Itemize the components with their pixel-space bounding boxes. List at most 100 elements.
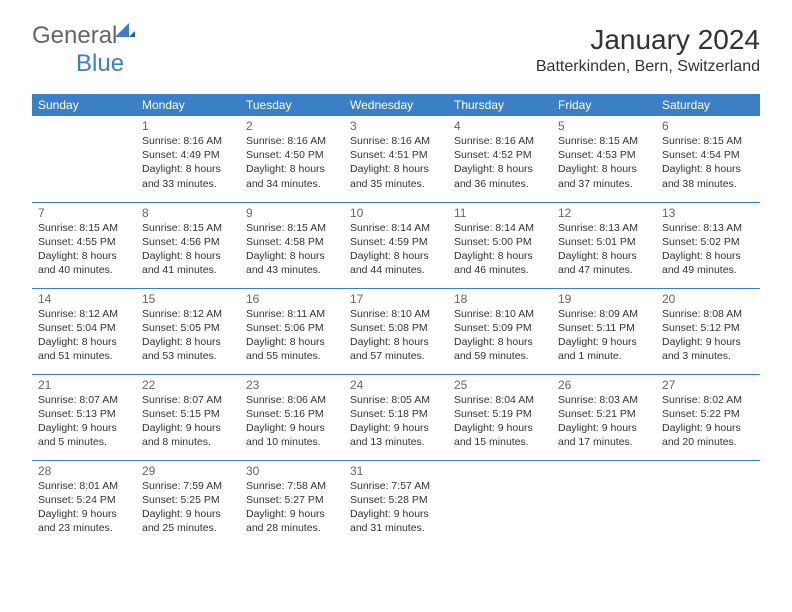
day-number: 16 (246, 292, 338, 306)
sunset-text: Sunset: 4:51 PM (350, 148, 442, 162)
weekday-header: Wednesday (344, 94, 448, 116)
day-info: Sunrise: 8:04 AMSunset: 5:19 PMDaylight:… (454, 393, 546, 450)
day-number: 13 (662, 206, 754, 220)
day-number: 27 (662, 378, 754, 392)
day-info: Sunrise: 8:13 AMSunset: 5:02 PMDaylight:… (662, 221, 754, 278)
sunset-text: Sunset: 5:04 PM (38, 321, 130, 335)
daylight-text: Daylight: 8 hours and 51 minutes. (38, 335, 130, 363)
day-number: 22 (142, 378, 234, 392)
day-number: 29 (142, 464, 234, 478)
daylight-text: Daylight: 8 hours and 47 minutes. (558, 249, 650, 277)
sunrise-text: Sunrise: 8:15 AM (246, 221, 338, 235)
daylight-text: Daylight: 9 hours and 1 minute. (558, 335, 650, 363)
calendar-week-row: 1Sunrise: 8:16 AMSunset: 4:49 PMDaylight… (32, 116, 760, 202)
weekday-header: Friday (552, 94, 656, 116)
day-number: 15 (142, 292, 234, 306)
sunset-text: Sunset: 4:59 PM (350, 235, 442, 249)
sunset-text: Sunset: 5:01 PM (558, 235, 650, 249)
day-info: Sunrise: 8:08 AMSunset: 5:12 PMDaylight:… (662, 307, 754, 364)
day-info: Sunrise: 8:12 AMSunset: 5:05 PMDaylight:… (142, 307, 234, 364)
sunset-text: Sunset: 5:25 PM (142, 493, 234, 507)
sunrise-text: Sunrise: 7:57 AM (350, 479, 442, 493)
sunrise-text: Sunrise: 8:04 AM (454, 393, 546, 407)
calendar-day-cell: 24Sunrise: 8:05 AMSunset: 5:18 PMDayligh… (344, 374, 448, 460)
sunset-text: Sunset: 5:06 PM (246, 321, 338, 335)
day-info: Sunrise: 8:16 AMSunset: 4:49 PMDaylight:… (142, 134, 234, 191)
day-info: Sunrise: 8:10 AMSunset: 5:09 PMDaylight:… (454, 307, 546, 364)
daylight-text: Daylight: 9 hours and 20 minutes. (662, 421, 754, 449)
calendar-day-cell: 4Sunrise: 8:16 AMSunset: 4:52 PMDaylight… (448, 116, 552, 202)
calendar-day-cell: 20Sunrise: 8:08 AMSunset: 5:12 PMDayligh… (656, 288, 760, 374)
day-info: Sunrise: 8:02 AMSunset: 5:22 PMDaylight:… (662, 393, 754, 450)
daylight-text: Daylight: 9 hours and 17 minutes. (558, 421, 650, 449)
sunrise-text: Sunrise: 8:05 AM (350, 393, 442, 407)
calendar-day-cell (448, 460, 552, 546)
day-number: 1 (142, 119, 234, 133)
day-number: 4 (454, 119, 546, 133)
sunset-text: Sunset: 5:19 PM (454, 407, 546, 421)
calendar-day-cell: 26Sunrise: 8:03 AMSunset: 5:21 PMDayligh… (552, 374, 656, 460)
calendar-day-cell: 15Sunrise: 8:12 AMSunset: 5:05 PMDayligh… (136, 288, 240, 374)
calendar-week-row: 14Sunrise: 8:12 AMSunset: 5:04 PMDayligh… (32, 288, 760, 374)
day-number: 25 (454, 378, 546, 392)
calendar-day-cell: 12Sunrise: 8:13 AMSunset: 5:01 PMDayligh… (552, 202, 656, 288)
calendar-day-cell: 17Sunrise: 8:10 AMSunset: 5:08 PMDayligh… (344, 288, 448, 374)
day-number: 17 (350, 292, 442, 306)
day-number: 30 (246, 464, 338, 478)
daylight-text: Daylight: 9 hours and 28 minutes. (246, 507, 338, 535)
weekday-header: Tuesday (240, 94, 344, 116)
day-info: Sunrise: 8:15 AMSunset: 4:58 PMDaylight:… (246, 221, 338, 278)
sunrise-text: Sunrise: 8:15 AM (142, 221, 234, 235)
calendar-day-cell: 18Sunrise: 8:10 AMSunset: 5:09 PMDayligh… (448, 288, 552, 374)
day-info: Sunrise: 8:15 AMSunset: 4:54 PMDaylight:… (662, 134, 754, 191)
sunrise-text: Sunrise: 8:09 AM (558, 307, 650, 321)
sunrise-text: Sunrise: 8:02 AM (662, 393, 754, 407)
sunset-text: Sunset: 4:52 PM (454, 148, 546, 162)
sunrise-text: Sunrise: 8:15 AM (38, 221, 130, 235)
sunrise-text: Sunrise: 8:12 AM (38, 307, 130, 321)
sunset-text: Sunset: 5:28 PM (350, 493, 442, 507)
daylight-text: Daylight: 8 hours and 53 minutes. (142, 335, 234, 363)
weekday-header: Monday (136, 94, 240, 116)
day-info: Sunrise: 8:14 AMSunset: 5:00 PMDaylight:… (454, 221, 546, 278)
sunset-text: Sunset: 5:00 PM (454, 235, 546, 249)
sunset-text: Sunset: 5:22 PM (662, 407, 754, 421)
sunrise-text: Sunrise: 7:59 AM (142, 479, 234, 493)
calendar-day-cell: 5Sunrise: 8:15 AMSunset: 4:53 PMDaylight… (552, 116, 656, 202)
sunset-text: Sunset: 4:53 PM (558, 148, 650, 162)
sunset-text: Sunset: 4:56 PM (142, 235, 234, 249)
day-info: Sunrise: 8:06 AMSunset: 5:16 PMDaylight:… (246, 393, 338, 450)
month-year: January 2024 (536, 24, 760, 56)
day-info: Sunrise: 7:59 AMSunset: 5:25 PMDaylight:… (142, 479, 234, 536)
day-info: Sunrise: 8:12 AMSunset: 5:04 PMDaylight:… (38, 307, 130, 364)
day-number: 18 (454, 292, 546, 306)
sunrise-text: Sunrise: 8:10 AM (350, 307, 442, 321)
day-info: Sunrise: 7:57 AMSunset: 5:28 PMDaylight:… (350, 479, 442, 536)
logo-text-2: Blue (76, 50, 124, 77)
calendar-day-cell: 3Sunrise: 8:16 AMSunset: 4:51 PMDaylight… (344, 116, 448, 202)
calendar-day-cell: 22Sunrise: 8:07 AMSunset: 5:15 PMDayligh… (136, 374, 240, 460)
sunset-text: Sunset: 4:50 PM (246, 148, 338, 162)
day-info: Sunrise: 8:15 AMSunset: 4:56 PMDaylight:… (142, 221, 234, 278)
sunset-text: Sunset: 5:02 PM (662, 235, 754, 249)
day-info: Sunrise: 8:09 AMSunset: 5:11 PMDaylight:… (558, 307, 650, 364)
sunrise-text: Sunrise: 8:07 AM (38, 393, 130, 407)
calendar-day-cell: 31Sunrise: 7:57 AMSunset: 5:28 PMDayligh… (344, 460, 448, 546)
sunset-text: Sunset: 5:12 PM (662, 321, 754, 335)
day-number: 23 (246, 378, 338, 392)
logo: General Blue (32, 22, 135, 78)
day-info: Sunrise: 8:01 AMSunset: 5:24 PMDaylight:… (38, 479, 130, 536)
day-info: Sunrise: 8:16 AMSunset: 4:52 PMDaylight:… (454, 134, 546, 191)
sunrise-text: Sunrise: 8:01 AM (38, 479, 130, 493)
sunrise-text: Sunrise: 8:06 AM (246, 393, 338, 407)
calendar-day-cell (656, 460, 760, 546)
daylight-text: Daylight: 8 hours and 57 minutes. (350, 335, 442, 363)
sunset-text: Sunset: 5:05 PM (142, 321, 234, 335)
sunset-text: Sunset: 5:08 PM (350, 321, 442, 335)
day-number: 8 (142, 206, 234, 220)
calendar-day-cell (32, 116, 136, 202)
calendar-day-cell: 30Sunrise: 7:58 AMSunset: 5:27 PMDayligh… (240, 460, 344, 546)
calendar-week-row: 28Sunrise: 8:01 AMSunset: 5:24 PMDayligh… (32, 460, 760, 546)
sunrise-text: Sunrise: 8:08 AM (662, 307, 754, 321)
sunset-text: Sunset: 4:55 PM (38, 235, 130, 249)
